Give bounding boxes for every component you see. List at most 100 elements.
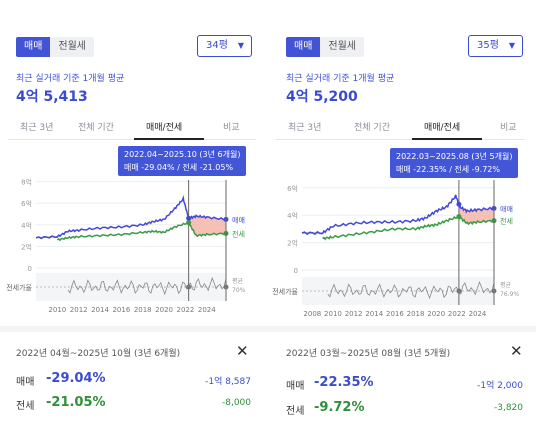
jeonse-change-amount: -3,820 [493,403,523,413]
sale-label: 매매 [16,377,35,388]
ratio-average-value: 70% [232,287,246,294]
y-tick-label: 6억 [21,200,32,208]
x-tick-label: 2014 [365,310,383,318]
tooltip-detail: 매매 -22.35% / 전세 -9.72% [396,165,500,174]
caret-down-icon: ▼ [508,41,515,50]
tab-all-period[interactable]: 전체 기간 [78,123,114,133]
jeonse-label: 전세 [286,406,305,417]
jeonse-start-point [456,214,462,220]
y-tick-label: 4억 [21,222,32,230]
price-subtitle: 최근 실거래 기준 1개월 평균 [286,74,395,84]
jeonse-change-amount: -8,000 [221,398,251,408]
ratio-label: 전세가율 [272,287,298,296]
sale-series-label: 매매 [500,205,513,213]
sale-toggle-button[interactable]: 매매 [16,37,51,57]
jeonse-series-line [56,220,227,242]
jeonse-label: 전세 [16,401,35,412]
x-tick-label: 2016 [112,306,130,314]
y-tick-label: 0 [28,265,32,273]
sale-series-line [301,194,495,236]
ratio-average-label: 평균 [500,281,512,289]
y-tick-label: 6억 [287,185,298,193]
sale-start-point [456,201,462,207]
range-tooltip: 2022.03~2025.08 (3년 5개월) 매매 -22.35% / 전세… [390,148,519,178]
range-tooltip: 2022.04~2025.10 (3년 6개월) 매매 -29.04% / 전세… [118,146,247,176]
tab-sale-jeonse[interactable]: 매매/전세 [424,123,461,133]
jeonse-start-point [186,220,192,226]
y-tick-label: 0 [294,267,298,275]
x-tick-label: 2020 [155,306,173,314]
x-tick-label: 2018 [134,306,152,314]
rent-toggle-button[interactable]: 전월세 [320,37,365,57]
active-tab-underline [412,138,482,140]
trade-type-toggle: 매매 전월세 [16,37,95,57]
current-price: 4억 5,413 [16,89,88,105]
tab-compare[interactable]: 비교 [500,123,517,133]
ratio-average-value: 76.9% [500,291,519,298]
period-tabs: 최근 3년 전체 기간 매매/전세 비교 [276,114,524,140]
x-tick-label: 2014 [91,306,109,314]
ratio-marker-point [223,284,229,290]
size-dropdown[interactable]: 34평 ▼ [197,35,252,57]
price-subtitle: 최근 실거래 기준 1개월 평균 [16,74,125,84]
section-divider [268,326,536,332]
highlight-gap-area [458,204,494,224]
jeonse-series-label: 전세 [500,217,513,226]
y-tick-label: 2억 [21,243,32,251]
sale-toggle-button[interactable]: 매매 [286,37,321,57]
sale-series-line [35,195,227,240]
rent-toggle-button[interactable]: 전월세 [50,37,95,57]
jeonse-series-line [322,214,495,241]
size-dropdown-value: 35평 [477,40,499,51]
tooltip-range: 2022.04~2025.10 (3년 6개월) [124,150,241,159]
jeonse-series-label: 전세 [232,229,245,238]
x-tick-label: 2012 [70,306,88,314]
size-dropdown-value: 34평 [206,40,228,51]
ratio-line [327,280,495,300]
tab-all-period[interactable]: 전체 기간 [354,123,390,133]
y-tick-label: 8억 [21,179,32,187]
ratio-marker-point [456,288,462,294]
tab-compare[interactable]: 비교 [223,123,240,133]
summary-range: 2022년 03월~2025년 08월 (3년 5개월) [286,349,451,359]
sale-change-percent: -22.35% [314,375,374,390]
close-icon[interactable]: ✕ [236,342,249,360]
x-tick-label: 2020 [427,310,445,318]
y-tick-label: 2억 [287,240,298,248]
tab-recent-3y[interactable]: 최근 3년 [20,123,54,133]
summary-range: 2022년 04월~2025년 10월 (3년 6개월) [16,349,181,359]
x-tick-label: 2016 [386,310,404,318]
x-tick-label: 2022 [448,310,466,318]
section-divider [0,326,268,332]
x-tick-label: 2010 [324,310,342,318]
ratio-line [67,276,227,296]
ratio-band [36,273,226,301]
y-tick-label: 4억 [287,212,298,220]
sale-series-label: 매매 [232,216,245,224]
size-dropdown[interactable]: 35평 ▼ [468,35,523,57]
tooltip-range: 2022.03~2025.08 (3년 5개월) [396,152,513,161]
right-panel: 매매 전월세 35평 ▼ 최근 실거래 기준 1개월 평균 4억 5,200 최… [268,0,536,440]
tab-sale-jeonse[interactable]: 매매/전세 [146,123,183,133]
close-icon[interactable]: ✕ [510,342,523,360]
x-tick-label: 2018 [407,310,425,318]
jeonse-change-percent: -9.72% [314,400,365,415]
x-tick-label: 2024 [469,310,487,318]
x-tick-label: 2012 [345,310,363,318]
highlight-gap-area [188,216,226,236]
x-tick-label: 2010 [48,306,66,314]
period-tabs: 최근 3년 전체 기간 매매/전세 비교 [8,114,256,140]
current-price: 4억 5,200 [286,89,358,105]
ratio-label: 전세가율 [6,283,32,292]
left-panel: 매매 전월세 34평 ▼ 최근 실거래 기준 1개월 평균 4억 5,413 최… [0,0,268,440]
sale-start-point [186,215,192,221]
ratio-marker-point [491,288,497,294]
jeonse-change-percent: -21.05% [46,395,106,410]
sale-change-amount: -1억 2,000 [477,381,523,391]
active-tab-underline [134,138,204,140]
sale-label: 매매 [286,381,305,392]
tab-recent-3y[interactable]: 최근 3년 [288,123,322,133]
sale-change-percent: -29.04% [46,371,106,386]
